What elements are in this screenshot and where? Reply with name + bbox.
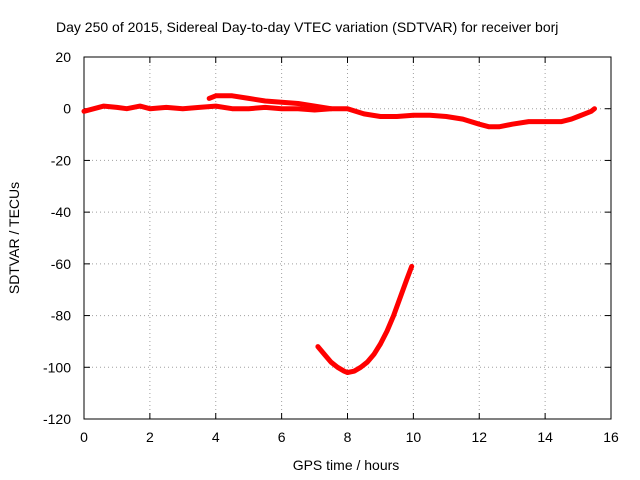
x-tick-label: 4 [212, 429, 220, 445]
series-layer [81, 93, 597, 375]
x-tick-label: 14 [537, 429, 553, 445]
axis-ticks: 0 2 4 6 8 10 12 14 16 20 0 -20 -40 -60 -80 -100 -120 [43, 49, 619, 445]
series-line-upper-branch [206, 93, 334, 112]
y-tick-label: 20 [55, 49, 71, 65]
series-line-lower-arc [315, 263, 415, 375]
x-tick-label: 0 [80, 429, 88, 445]
y-tick-label: 0 [63, 101, 71, 117]
y-tick-label: -100 [43, 359, 71, 375]
y-tick-label: -120 [43, 411, 71, 427]
x-tick-label: 16 [603, 429, 619, 445]
chart-title: Day 250 of 2015, Sidereal Day-to-day VTE… [56, 19, 558, 35]
series-line-main-track [81, 103, 597, 130]
x-axis-title: GPS time / hours [293, 457, 400, 473]
x-tick-label: 12 [471, 429, 487, 445]
y-tick-label: -60 [51, 256, 71, 272]
x-tick-label: 6 [278, 429, 286, 445]
y-axis-title: SDTVAR / TECUs [6, 182, 22, 294]
y-tick-label: -80 [51, 308, 71, 324]
grid-lines [84, 57, 611, 419]
y-tick-label: -20 [51, 152, 71, 168]
x-tick-label: 8 [344, 429, 352, 445]
x-tick-label: 2 [146, 429, 154, 445]
x-tick-label: 10 [406, 429, 422, 445]
y-tick-label: -40 [51, 204, 71, 220]
